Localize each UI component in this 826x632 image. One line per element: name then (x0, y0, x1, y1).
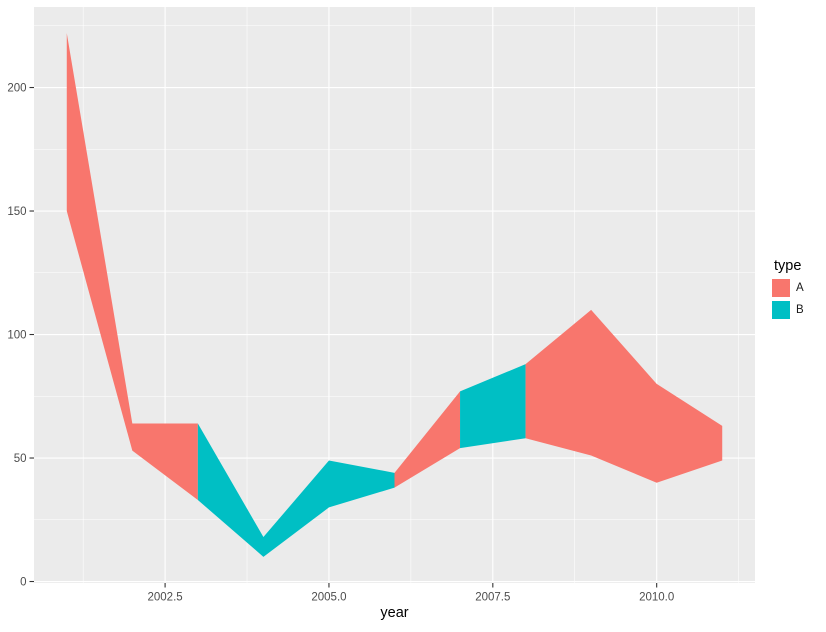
legend-swatch-b (772, 301, 790, 319)
y-tick-label: 200 (7, 83, 26, 95)
legend-label-b: B (796, 304, 804, 316)
y-tick-label: 100 (7, 330, 26, 342)
ribbon-segment-type-b (197, 423, 395, 557)
x-tick-label: 2005.0 (311, 592, 346, 604)
y-tick-label: 50 (14, 453, 27, 465)
ribbon-segment-type-a (525, 309, 723, 483)
x-tick-label: 2007.5 (475, 592, 510, 604)
ribbon-segment-type-a (66, 33, 198, 501)
ribbon-segment-type-a (394, 391, 461, 488)
legend-item-b: B (772, 301, 804, 319)
ribbon-segment-type-b (460, 364, 526, 449)
y-tick-label: 150 (7, 206, 26, 218)
legend-title: type (774, 258, 802, 274)
x-tick-label: 2010.0 (639, 592, 674, 604)
panel-background (34, 7, 755, 583)
legend-label-a: A (796, 282, 804, 294)
legend-item-a: A (772, 279, 804, 297)
legend-swatch-a (772, 279, 790, 297)
legend: type A B (772, 258, 804, 323)
x-tick-label: 2002.5 (147, 592, 182, 604)
y-tick-label: 0 (20, 577, 26, 589)
x-axis-title: year (380, 605, 409, 621)
